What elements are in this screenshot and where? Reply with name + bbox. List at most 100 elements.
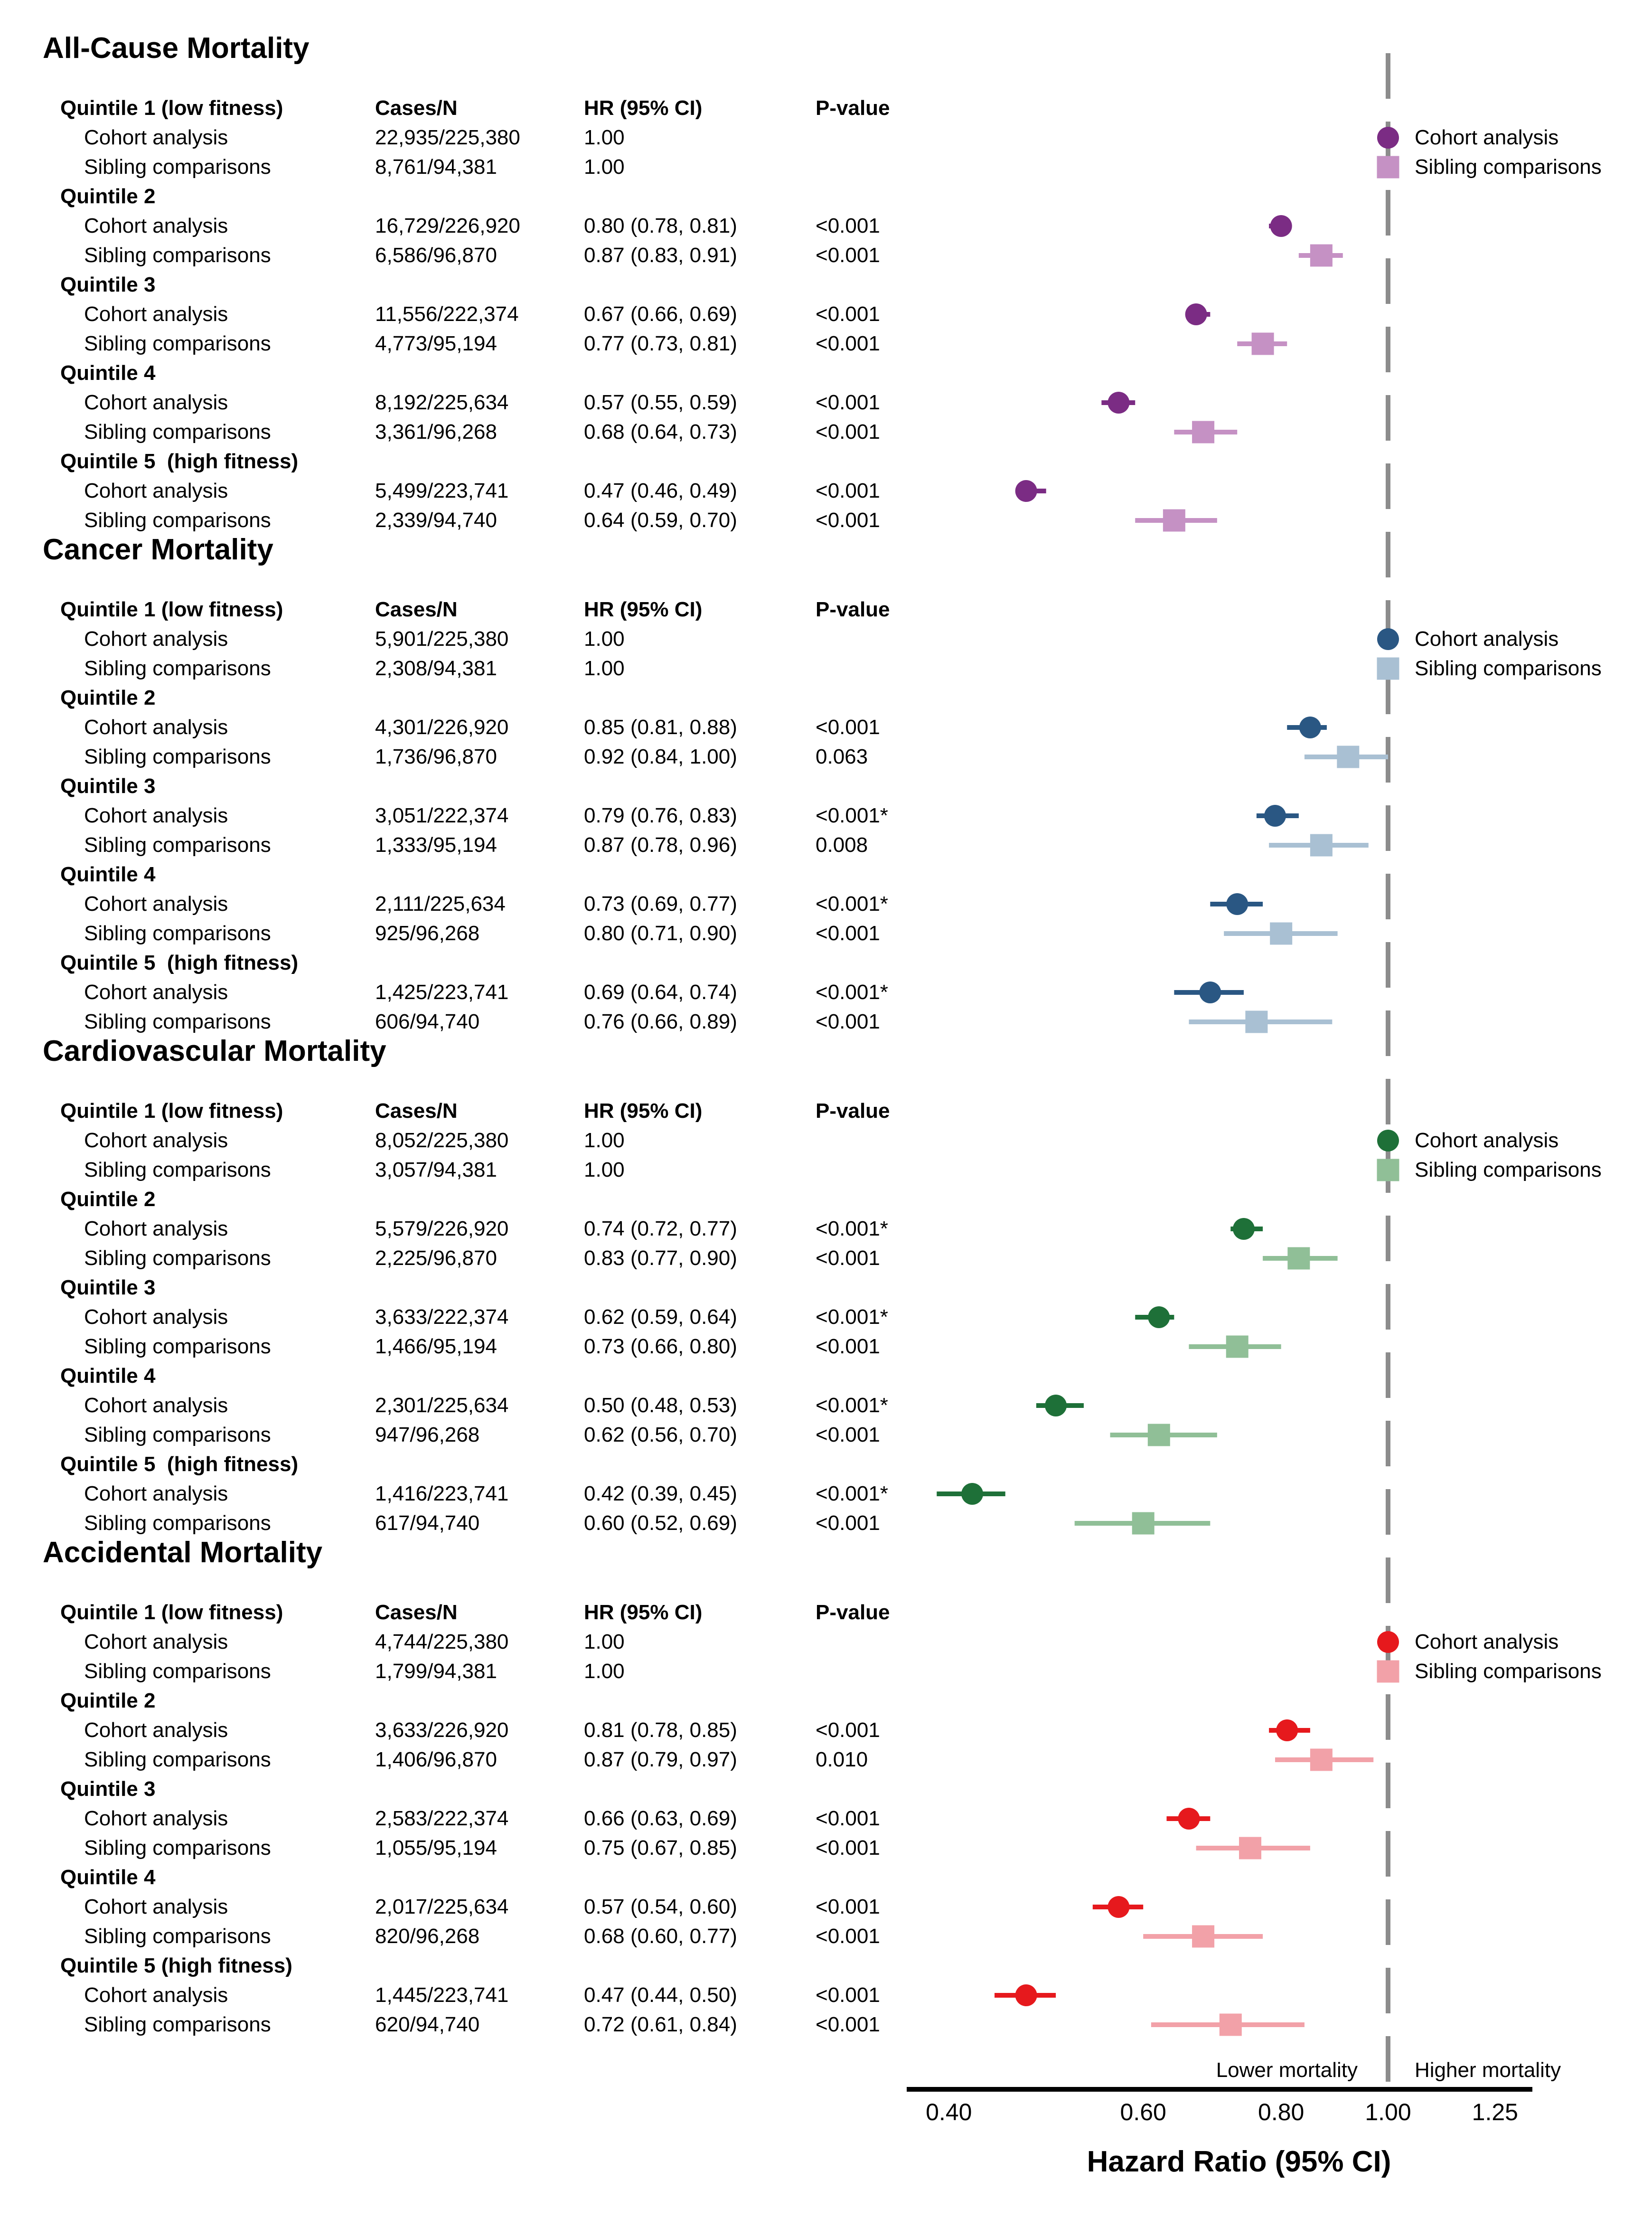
pvalue-cell: <0.001 — [816, 922, 880, 945]
hr-cell: 0.80 (0.71, 0.90) — [584, 922, 737, 945]
analysis-label: Cohort analysis — [84, 1217, 228, 1240]
table-row: Cohort analysis 2,301/225,634 0.50 (0.48, … — [0, 1391, 1652, 1420]
analysis-label: Cohort analysis — [84, 1305, 228, 1329]
cases-cell: 2,225/96,870 — [375, 1246, 497, 1270]
table-row: Sibling comparisons 6,586/96,870 0.87 (0.8… — [0, 241, 1652, 270]
table-row: Sibling comparisons 3,057/94,381 1.00 — [0, 1155, 1652, 1185]
cases-cell: 606/94,740 — [375, 1010, 480, 1033]
col-header-cases: Cases/N — [375, 96, 458, 120]
col-header-hr: HR (95% CI) — [584, 598, 703, 621]
hr-cell: 0.66 (0.63, 0.69) — [584, 1807, 737, 1830]
point-marker-cohort — [1377, 127, 1399, 149]
col-header-pvalue: P-value — [816, 96, 890, 120]
analysis-label: Sibling comparisons — [84, 1423, 271, 1446]
quintile-header-row: Quintile 4 — [0, 359, 1652, 388]
analysis-label: Cohort analysis — [84, 126, 228, 149]
analysis-label: Sibling comparisons — [84, 332, 271, 355]
x-tick-label: 1.25 — [1472, 2099, 1518, 2125]
cases-cell: 1,445/223,741 — [375, 1983, 509, 2007]
section-title: Cardiovascular Mortality — [43, 1035, 386, 1067]
hr-cell: 0.85 (0.81, 0.88) — [584, 716, 737, 739]
table-row: Cohort analysis 1,425/223,741 0.69 (0.64, … — [0, 978, 1652, 1007]
x-tick-label: 0.40 — [926, 2099, 972, 2125]
cases-cell: 2,339/94,740 — [375, 509, 497, 532]
x-tick-label: 0.80 — [1258, 2099, 1305, 2125]
point-marker-sibling — [1251, 332, 1274, 355]
pvalue-cell: <0.001 — [816, 1718, 880, 1742]
cases-cell: 4,773/95,194 — [375, 332, 497, 355]
table-row: Sibling comparisons 2,339/94,740 0.64 (0.5… — [0, 506, 1652, 535]
cases-cell: 1,799/94,381 — [375, 1660, 497, 1683]
analysis-label: Cohort analysis — [84, 1630, 228, 1653]
cases-cell: 1,406/96,870 — [375, 1748, 497, 1771]
pvalue-cell: <0.001 — [816, 2013, 880, 2036]
analysis-label: Cohort analysis — [84, 804, 228, 827]
pvalue-cell: <0.001 — [816, 1983, 880, 2007]
hr-cell: 1.00 — [584, 1158, 625, 1181]
point-marker-sibling — [1377, 657, 1399, 680]
hr-cell: 0.77 (0.73, 0.81) — [584, 332, 737, 355]
point-marker-cohort — [1108, 392, 1130, 414]
quintile-label: Quintile 2 — [60, 1188, 156, 1211]
analysis-label: Sibling comparisons — [84, 745, 271, 768]
analysis-label: Cohort analysis — [84, 479, 228, 502]
analysis-label: Sibling comparisons — [84, 1010, 271, 1033]
legend-label-cohort: Cohort analysis — [1415, 1129, 1559, 1152]
quintile-header-row: Quintile 1 (low fitness) Cases/N HR (95% C… — [0, 94, 1652, 123]
analysis-label: Cohort analysis — [84, 716, 228, 739]
pvalue-cell: <0.001 — [816, 420, 880, 444]
point-marker-cohort — [1226, 893, 1248, 915]
cases-cell: 4,301/226,920 — [375, 716, 509, 739]
analysis-label: Cohort analysis — [84, 302, 228, 326]
point-marker-sibling — [1337, 746, 1360, 768]
hr-cell: 0.92 (0.84, 1.00) — [584, 745, 737, 768]
analysis-label: Cohort analysis — [84, 1482, 228, 1505]
quintile-label: Quintile 3 — [60, 273, 156, 296]
cases-cell: 6,586/96,870 — [375, 244, 497, 267]
col-header-hr: HR (95% CI) — [584, 96, 703, 120]
cases-cell: 3,057/94,381 — [375, 1158, 497, 1181]
pvalue-cell: <0.001 — [816, 716, 880, 739]
analysis-label: Cohort analysis — [84, 1895, 228, 1918]
point-marker-cohort — [1015, 480, 1037, 502]
table-row: Sibling comparisons 620/94,740 0.72 (0.61,… — [0, 2010, 1652, 2039]
pvalue-cell: 0.063 — [816, 745, 868, 768]
pvalue-cell: <0.001 — [816, 509, 880, 532]
table-row: Sibling comparisons 947/96,268 0.62 (0.56,… — [0, 1420, 1652, 1450]
pvalue-cell: <0.001* — [816, 892, 888, 916]
quintile-label: Quintile 4 — [60, 1364, 156, 1387]
quintile-label: Quintile 4 — [60, 863, 156, 886]
table-row: Cohort analysis 16,729/226,920 0.80 (0.78,… — [0, 211, 1652, 241]
quintile-label: Quintile 2 — [60, 686, 156, 709]
cases-cell: 11,556/222,374 — [375, 302, 519, 326]
pvalue-cell: <0.001* — [816, 1217, 888, 1240]
hr-cell: 0.72 (0.61, 0.84) — [584, 2013, 737, 2036]
point-marker-cohort — [1232, 1218, 1255, 1240]
cases-cell: 2,308/94,381 — [375, 657, 497, 680]
quintile-header-row: Quintile 1 (low fitness) Cases/N HR (95% C… — [0, 595, 1652, 624]
hr-cell: 1.00 — [584, 657, 625, 680]
point-marker-sibling — [1245, 1010, 1268, 1033]
analysis-label: Sibling comparisons — [84, 1925, 271, 1948]
table-row: Cohort analysis 3,633/226,920 0.81 (0.78, … — [0, 1716, 1652, 1745]
pvalue-cell: <0.001 — [816, 244, 880, 267]
quintile-label: Quintile 1 (low fitness) — [60, 598, 283, 621]
hr-cell: 0.47 (0.44, 0.50) — [584, 1983, 737, 2007]
col-header-cases: Cases/N — [375, 1601, 458, 1624]
legend-label-sibling: Sibling comparisons — [1415, 657, 1602, 680]
analysis-label: Sibling comparisons — [84, 1246, 271, 1270]
pvalue-cell: <0.001* — [816, 1394, 888, 1417]
table-row: Sibling comparisons 1,466/95,194 0.73 (0.6… — [0, 1332, 1652, 1361]
table-row: Cohort analysis 8,192/225,634 0.57 (0.55, … — [0, 388, 1652, 417]
analysis-label: Sibling comparisons — [84, 1158, 271, 1181]
point-marker-sibling — [1219, 2013, 1242, 2036]
cases-cell: 1,333/95,194 — [375, 833, 497, 857]
quintile-header-row: Quintile 2 — [0, 683, 1652, 713]
quintile-header-row: Quintile 2 — [0, 1185, 1652, 1214]
table-row: Cohort analysis 2,111/225,634 0.73 (0.69, … — [0, 889, 1652, 919]
cases-cell: 2,583/222,374 — [375, 1807, 509, 1830]
point-marker-cohort — [1270, 215, 1292, 237]
section-title: Cancer Mortality — [43, 533, 273, 566]
point-marker-sibling — [1310, 834, 1333, 857]
point-marker-cohort — [1276, 1719, 1298, 1741]
